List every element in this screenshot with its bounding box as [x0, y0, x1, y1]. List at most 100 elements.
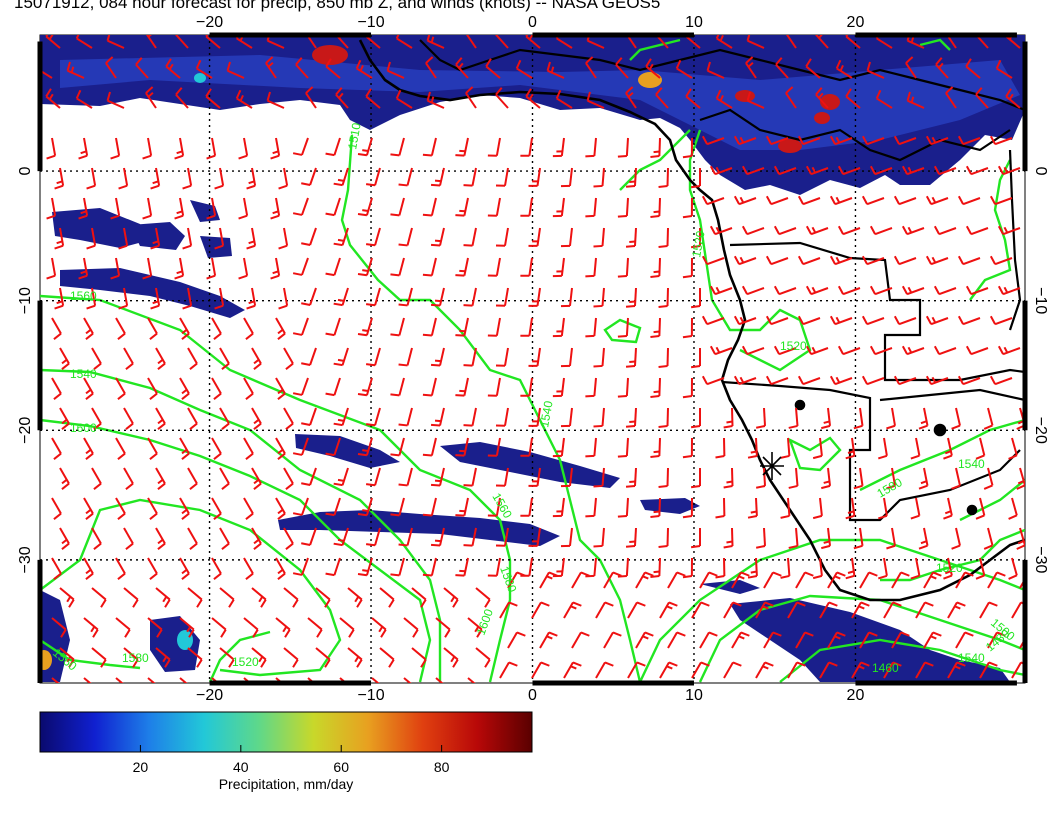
wind-barb: [625, 167, 637, 188]
wind-barb: [552, 317, 565, 338]
wind-barb: [390, 197, 405, 217]
wind-barb: [463, 407, 477, 427]
height-contour: [40, 294, 512, 683]
wind-barb: [214, 167, 225, 190]
wind-barb: [390, 497, 405, 517]
wind-barb: [443, 587, 459, 608]
colorbar: [39, 711, 533, 753]
wind-barb: [699, 631, 718, 649]
wind-barb: [135, 57, 149, 79]
wind-barb: [690, 348, 701, 369]
bottom-lon-tick-label: −10: [357, 687, 384, 704]
wind-barb: [682, 317, 693, 339]
wind-barb: [655, 87, 669, 109]
wind-barb: [54, 167, 65, 190]
wind-barb: [398, 167, 413, 187]
wind-barb: [741, 225, 765, 236]
wind-barb: [78, 257, 89, 280]
wind-barb: [525, 88, 541, 109]
wind-barb: [487, 377, 501, 397]
wind-barb: [495, 35, 509, 49]
country-borders: [699, 108, 1011, 162]
wind-barb: [371, 677, 380, 683]
wind-barb: [365, 88, 381, 109]
map-title: 15071912, 084 hour forecast for precip, …: [14, 0, 661, 12]
wind-barb: [560, 467, 573, 488]
wind-barb: [528, 347, 541, 367]
height-contour: [40, 639, 141, 670]
wind-barb: [883, 661, 902, 679]
wind-barb: [893, 255, 917, 266]
wind-barb: [821, 527, 832, 550]
wind-barb: [251, 347, 262, 370]
wind-barb: [780, 437, 791, 459]
wind-barb: [603, 631, 622, 649]
wind-barb: [123, 407, 134, 430]
wind-barb: [821, 407, 832, 430]
wind-barb: [861, 375, 885, 386]
wind-barb: [690, 468, 701, 489]
wind-barb: [301, 167, 317, 186]
wind-barb: [593, 167, 605, 188]
contour-label: 1540: [958, 457, 985, 471]
wind-barb: [325, 437, 341, 457]
contour-label: 1460: [872, 661, 899, 675]
wind-barb: [365, 347, 381, 367]
wind-barb: [315, 647, 331, 668]
contour-label: 1540: [958, 651, 985, 665]
wind-barb: [211, 317, 222, 340]
wind-barb: [733, 195, 757, 206]
wind-barb: [723, 407, 734, 429]
wind-barb: [975, 87, 989, 109]
wind-barb: [733, 135, 757, 146]
wind-barb: [520, 137, 533, 157]
wind-barb: [515, 59, 533, 79]
wind-barb: [957, 195, 981, 206]
wind-barb: [115, 677, 124, 683]
wind-barb: [206, 137, 217, 160]
wind-barb: [283, 467, 294, 490]
wind-barb: [933, 225, 957, 236]
wind-barb: [797, 315, 821, 326]
wind-barb: [243, 437, 254, 460]
wind-barb: [585, 137, 597, 158]
wind-barb: [851, 661, 870, 679]
height-contour: [688, 129, 812, 372]
wind-barb: [430, 527, 445, 547]
wind-barb: [682, 497, 693, 519]
wind-barb: [617, 197, 629, 218]
wind-barb: [40, 60, 53, 79]
wind-barb: [723, 467, 734, 489]
wind-barb: [901, 225, 925, 236]
wind-barb: [658, 407, 669, 429]
wind-barb: [893, 135, 917, 146]
wind-barb: [463, 347, 477, 367]
wind-barb: [292, 257, 309, 276]
wind-barb: [997, 285, 1021, 296]
island: [966, 504, 978, 516]
wind-barb: [118, 227, 129, 250]
wind-barb: [430, 467, 445, 487]
bottom-lon-tick-label: −20: [196, 687, 223, 704]
wind-barb: [115, 437, 126, 460]
wind-barb: [709, 345, 733, 356]
wind-barb: [147, 497, 158, 520]
wind-barb: [422, 377, 437, 397]
wind-barb: [270, 257, 281, 280]
wind-barb: [869, 225, 893, 236]
wind-barb: [845, 437, 856, 460]
wind-barb: [571, 631, 590, 649]
wind-barb: [455, 57, 469, 79]
wind-barb: [797, 195, 821, 206]
wind-barb: [365, 227, 381, 247]
wind-barb: [115, 617, 131, 638]
wind-barb: [398, 347, 413, 367]
wind-barb: [283, 647, 299, 668]
wind-barb: [797, 135, 821, 146]
wind-barb: [487, 257, 501, 277]
wind-barb: [520, 317, 533, 337]
wind-barb: [365, 467, 381, 487]
wind-barb: [691, 661, 710, 679]
wind-barb: [91, 527, 102, 550]
wind-barb: [115, 317, 126, 340]
